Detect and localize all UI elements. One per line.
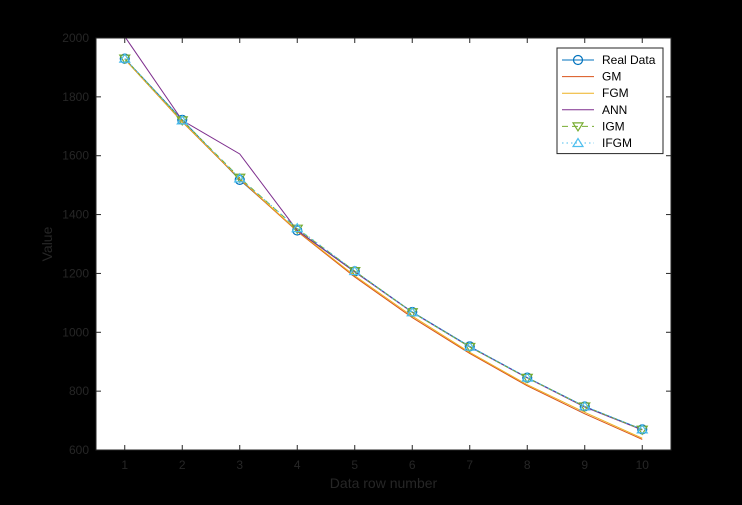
- y-tick-label-3: 1000: [62, 325, 89, 339]
- data-point-ifgm-5: [348, 265, 361, 276]
- legend-box: [556, 47, 664, 155]
- y-axis-label: Value: [39, 226, 55, 261]
- series-ifgm: [118, 52, 649, 434]
- data-point-ifgm-9: [578, 400, 591, 411]
- y-tick-label-6: 1600: [62, 149, 89, 163]
- data-point-ifgm-10: [636, 423, 649, 434]
- x-axis-label: Data row number: [330, 475, 438, 491]
- legend-marker-igm: [571, 122, 585, 133]
- y-tick-label-1: 600: [69, 443, 89, 457]
- data-point-real-data-3: [234, 174, 245, 185]
- x-tick-label-2: 2: [179, 458, 186, 472]
- x-tick-label-1: 1: [121, 458, 128, 472]
- legend-label-igm: IGM: [602, 119, 625, 133]
- legend-label-ifgm: IFGM: [602, 136, 632, 150]
- series-line-igm: [124, 58, 643, 431]
- series-line-ifgm: [124, 58, 643, 430]
- y-tick-label-2: 800: [69, 384, 89, 398]
- data-point-ifgm-3: [233, 172, 246, 183]
- x-tick-label-5: 5: [351, 458, 358, 472]
- x-tick-label-4: 4: [294, 458, 301, 472]
- axes-layer: [95, 37, 672, 451]
- data-point-igm-8: [521, 373, 534, 384]
- axes-box: [95, 37, 672, 451]
- series-fgm: [124, 58, 643, 439]
- y-tick-label-8: 2000: [62, 31, 89, 45]
- data-point-ifgm-4: [291, 222, 304, 233]
- legend-marker-real-data: [572, 54, 584, 66]
- series-layer: [118, 38, 649, 440]
- y-tick-label-7: 1800: [62, 90, 89, 104]
- data-point-ifgm-2: [176, 114, 189, 125]
- data-point-ifgm-1: [118, 52, 131, 63]
- legend-label-real-data: Real Data: [602, 53, 656, 67]
- x-tick-label-6: 6: [409, 458, 416, 472]
- y-tick-label-4: 1200: [62, 266, 89, 280]
- x-tick-label-10: 10: [636, 458, 650, 472]
- legend-label-fgm: FGM: [602, 86, 629, 100]
- data-point-igm-7: [463, 342, 476, 353]
- legend-label-ann: ANN: [602, 103, 627, 117]
- x-tick-label-9: 9: [581, 458, 588, 472]
- x-tick-label-8: 8: [524, 458, 531, 472]
- data-point-igm-4: [291, 224, 304, 235]
- y-tick-label-5: 1400: [62, 208, 89, 222]
- data-point-igm-10: [636, 425, 649, 436]
- x-tick-label-7: 7: [466, 458, 473, 472]
- legend: Real Data GM FGM ANN IGM IFGM: [556, 47, 664, 155]
- legend-marker-ifgm: [571, 137, 585, 148]
- data-point-ifgm-6: [406, 306, 419, 317]
- x-tick-label-3: 3: [236, 458, 243, 472]
- legend-label-gm: GM: [602, 70, 621, 84]
- data-point-ifgm-8: [521, 371, 534, 382]
- data-point-ifgm-7: [463, 341, 476, 351]
- ticks-layer: 1 2 3 4 5 6 7 8 9 10 600 800 1000 1200 1400 1600 1800 200…: [62, 31, 671, 472]
- series-line-fgm: [124, 58, 643, 439]
